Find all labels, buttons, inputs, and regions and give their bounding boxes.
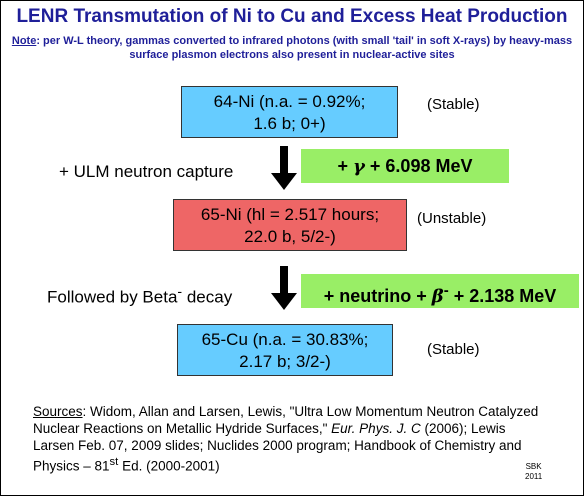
step-1-product: + γ + 6.098 MeV	[301, 149, 509, 183]
sources-journal: Eur. Phys. J. C	[331, 421, 421, 436]
node-65-ni-line2: 22.0 b, 5/2-)	[244, 227, 336, 246]
node-64-ni-status: (Stable)	[427, 96, 480, 113]
sources-part2: (2006); Lewis Larsen Feb. 07, 2009 slide…	[33, 421, 522, 474]
credit-line2: 2011	[525, 472, 543, 481]
step-2-product-pre: + neutrino +	[323, 286, 432, 306]
node-64-ni: 64-Ni (n.a. = 0.92%; 1.6 b; 0+)	[181, 86, 398, 138]
step-1-product-post: + 6.098 MeV	[364, 156, 473, 176]
sources-part1: : Widom, Allan and Larsen, Lewis, "Ultra…	[33, 404, 539, 436]
node-64-ni-line1: 64-Ni (n.a. = 0.92%;	[213, 92, 366, 111]
node-65-cu-status: (Stable)	[427, 341, 480, 358]
step-2-product-sup: -	[443, 282, 449, 299]
step-2-product: + neutrino + β- + 2.138 MeV	[301, 274, 579, 308]
node-65-ni-line1: 65-Ni (hl = 2.517 hours;	[200, 205, 380, 224]
step-2-label: Followed by Beta- decay	[47, 284, 232, 308]
node-65-ni: 65-Ni (hl = 2.517 hours; 22.0 b, 5/2-)	[173, 199, 407, 251]
step-1-product-pre: +	[337, 156, 354, 176]
sources-sup: st	[109, 456, 119, 468]
credit-line1: SBK	[525, 462, 542, 471]
credit: SBK 2011	[525, 462, 542, 482]
sources-part3: Ed. (2000-2001)	[118, 458, 220, 474]
step-1-label: + ULM neutron capture	[59, 162, 234, 181]
node-65-cu-line2: 2.17 b; 3/2-)	[239, 352, 331, 371]
step-2-label-main: Followed by Beta	[47, 287, 178, 307]
down-arrow-icon	[271, 146, 297, 190]
sources-label: Sources	[33, 404, 83, 419]
node-65-cu: 65-Cu (n.a. = 30.83%; 2.17 b; 3/2-)	[177, 324, 393, 376]
down-arrow-icon	[271, 266, 297, 310]
note: Note: per W-L theory, gammas converted t…	[7, 34, 577, 62]
step-2-label-sup: -	[177, 284, 183, 300]
node-65-cu-line1: 65-Cu (n.a. = 30.83%;	[201, 330, 369, 349]
beta-symbol: β	[431, 286, 444, 307]
node-64-ni-line2: 1.6 b; 0+)	[253, 114, 326, 133]
step-2-label-end: decay	[182, 287, 233, 307]
sources: Sources: Widom, Allan and Larsen, Lewis,…	[33, 403, 543, 475]
slide-title: LENR Transmutation of Ni to Cu and Exces…	[16, 6, 568, 27]
gamma-symbol: γ	[353, 156, 365, 177]
note-label: Note	[11, 35, 37, 47]
node-65-ni-status: (Unstable)	[417, 210, 487, 227]
note-text: : per W-L theory, gammas converted to in…	[36, 35, 573, 61]
step-2-product-post: + 2.138 MeV	[448, 286, 557, 306]
